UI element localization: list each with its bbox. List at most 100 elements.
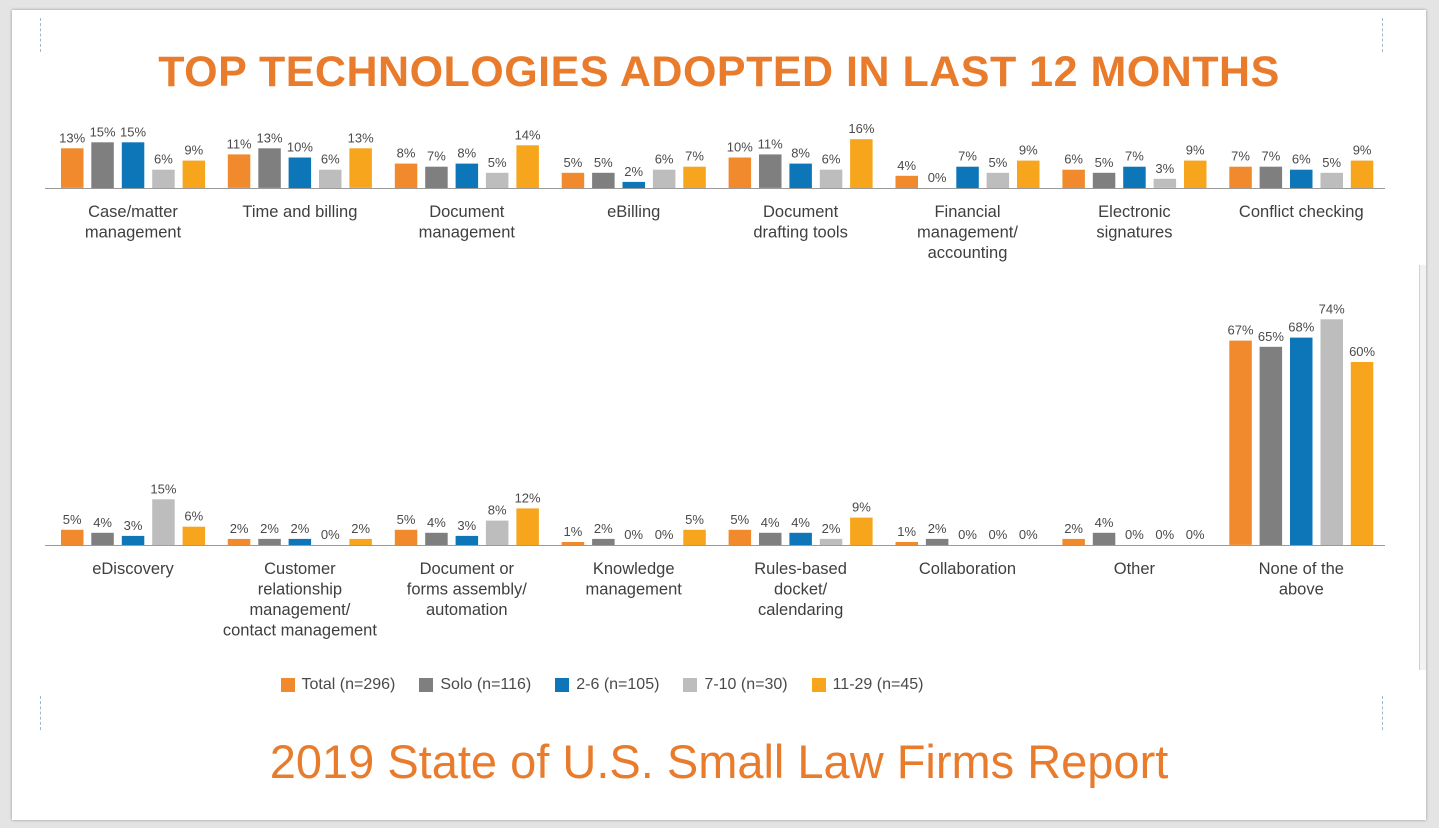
data-label: 68% [1288, 320, 1314, 335]
bar [622, 181, 645, 188]
category-label: signatures [1096, 224, 1172, 242]
bar [485, 520, 509, 545]
legend-item-solo: Solo (n=116) [419, 676, 531, 694]
category-label: management [586, 581, 683, 599]
bar [561, 542, 585, 545]
category-label: Collaboration [919, 560, 1016, 578]
bar [455, 535, 479, 545]
data-label: 4% [427, 515, 446, 530]
data-label: 15% [90, 124, 116, 139]
data-label: 5% [730, 512, 749, 527]
data-label: 3% [457, 518, 476, 533]
data-label: 13% [59, 130, 85, 145]
data-label: 13% [256, 130, 282, 145]
bar [288, 538, 312, 545]
bar [789, 163, 812, 188]
data-label: 67% [1227, 323, 1253, 338]
bar [91, 142, 114, 189]
data-label: 7% [685, 149, 704, 164]
bar [1229, 340, 1252, 545]
bar [819, 169, 843, 188]
data-label: 3% [124, 518, 143, 533]
legend-swatch-solo [419, 678, 434, 692]
guide-line-right-bottom [1382, 696, 1383, 730]
data-label: 10% [287, 140, 313, 155]
category-label: Conflict checking [1239, 203, 1364, 221]
category-label: Time and billing [242, 203, 357, 221]
data-label: 0% [928, 170, 947, 185]
category-label: Document or [420, 560, 515, 578]
data-label: 12% [515, 490, 541, 505]
guide-line-left-top [40, 18, 41, 52]
data-label: 0% [655, 527, 674, 542]
vertical-scrollbar[interactable] [1419, 265, 1426, 670]
data-label: 9% [1353, 143, 1372, 158]
legend-label-7-10: 7-10 (n=30) [704, 676, 788, 693]
bar [182, 160, 206, 188]
data-label: 2% [1064, 521, 1083, 536]
bar [349, 148, 372, 188]
bar [1153, 178, 1177, 188]
data-label: 0% [958, 527, 977, 542]
bar [1092, 532, 1116, 545]
data-label: 0% [1186, 527, 1205, 542]
bar [1229, 166, 1252, 188]
data-label: 9% [184, 143, 203, 158]
data-label: 5% [397, 512, 416, 527]
legend-label-total: Total (n=296) [301, 676, 396, 693]
bar [516, 508, 539, 545]
data-label: 6% [184, 509, 203, 524]
guide-line-right-top [1382, 18, 1383, 52]
category-label: Document [429, 203, 505, 221]
bar [925, 538, 949, 545]
bar [1017, 160, 1040, 188]
bar [152, 169, 175, 188]
bar-chart: 13% 15% 15% 6% 9% Case/matter management 11% 13%… [45, 121, 1385, 640]
bar [1092, 172, 1116, 189]
category-label: Case/matter [88, 203, 178, 221]
data-label: 2% [230, 521, 249, 536]
data-label: 9% [852, 500, 871, 515]
legend: Total (n=296) Solo (n=116) 2-6 (n=105) 7… [0, 676, 1426, 694]
data-label: 7% [958, 149, 977, 164]
bar [258, 538, 281, 545]
legend-label-2-6: 2-6 (n=105) [576, 676, 660, 693]
data-label: 2% [260, 521, 279, 536]
bar [485, 172, 509, 189]
data-label: 4% [761, 515, 780, 530]
category-label: above [1279, 581, 1324, 599]
legend-item-total: Total (n=296) [280, 676, 396, 694]
bar [759, 154, 782, 188]
bar [956, 166, 979, 188]
bar [561, 172, 585, 189]
bar [349, 538, 372, 545]
bar [592, 172, 615, 189]
data-label: 2% [291, 521, 310, 536]
report-title: 2019 State of U.S. Small Law Firms Repor… [269, 735, 1169, 788]
data-label: 11% [227, 136, 252, 151]
legend-swatch-11-29 [811, 678, 826, 692]
data-label: 0% [989, 527, 1008, 542]
bar [288, 157, 312, 188]
bar [182, 526, 206, 545]
data-label: 9% [1019, 143, 1038, 158]
category-label: eBilling [607, 203, 660, 221]
category-label: Customer [264, 560, 336, 578]
data-label: 13% [348, 130, 374, 145]
bar [455, 163, 479, 188]
bar [394, 529, 418, 546]
data-label: 4% [1095, 515, 1114, 530]
category-label: calendaring [758, 601, 843, 619]
bar [227, 538, 251, 545]
data-label: 7% [427, 149, 446, 164]
data-label: 2% [928, 521, 947, 536]
category-label: management [85, 224, 182, 242]
data-label: 2% [351, 521, 370, 536]
legend-item-11-29: 11-29 (n=45) [811, 676, 923, 694]
guide-line-left-bottom [40, 696, 41, 730]
bar [683, 166, 706, 188]
bar [1062, 169, 1085, 188]
category-label: management/ [917, 224, 1018, 242]
data-label: 5% [564, 155, 583, 170]
data-label: 10% [727, 140, 753, 155]
